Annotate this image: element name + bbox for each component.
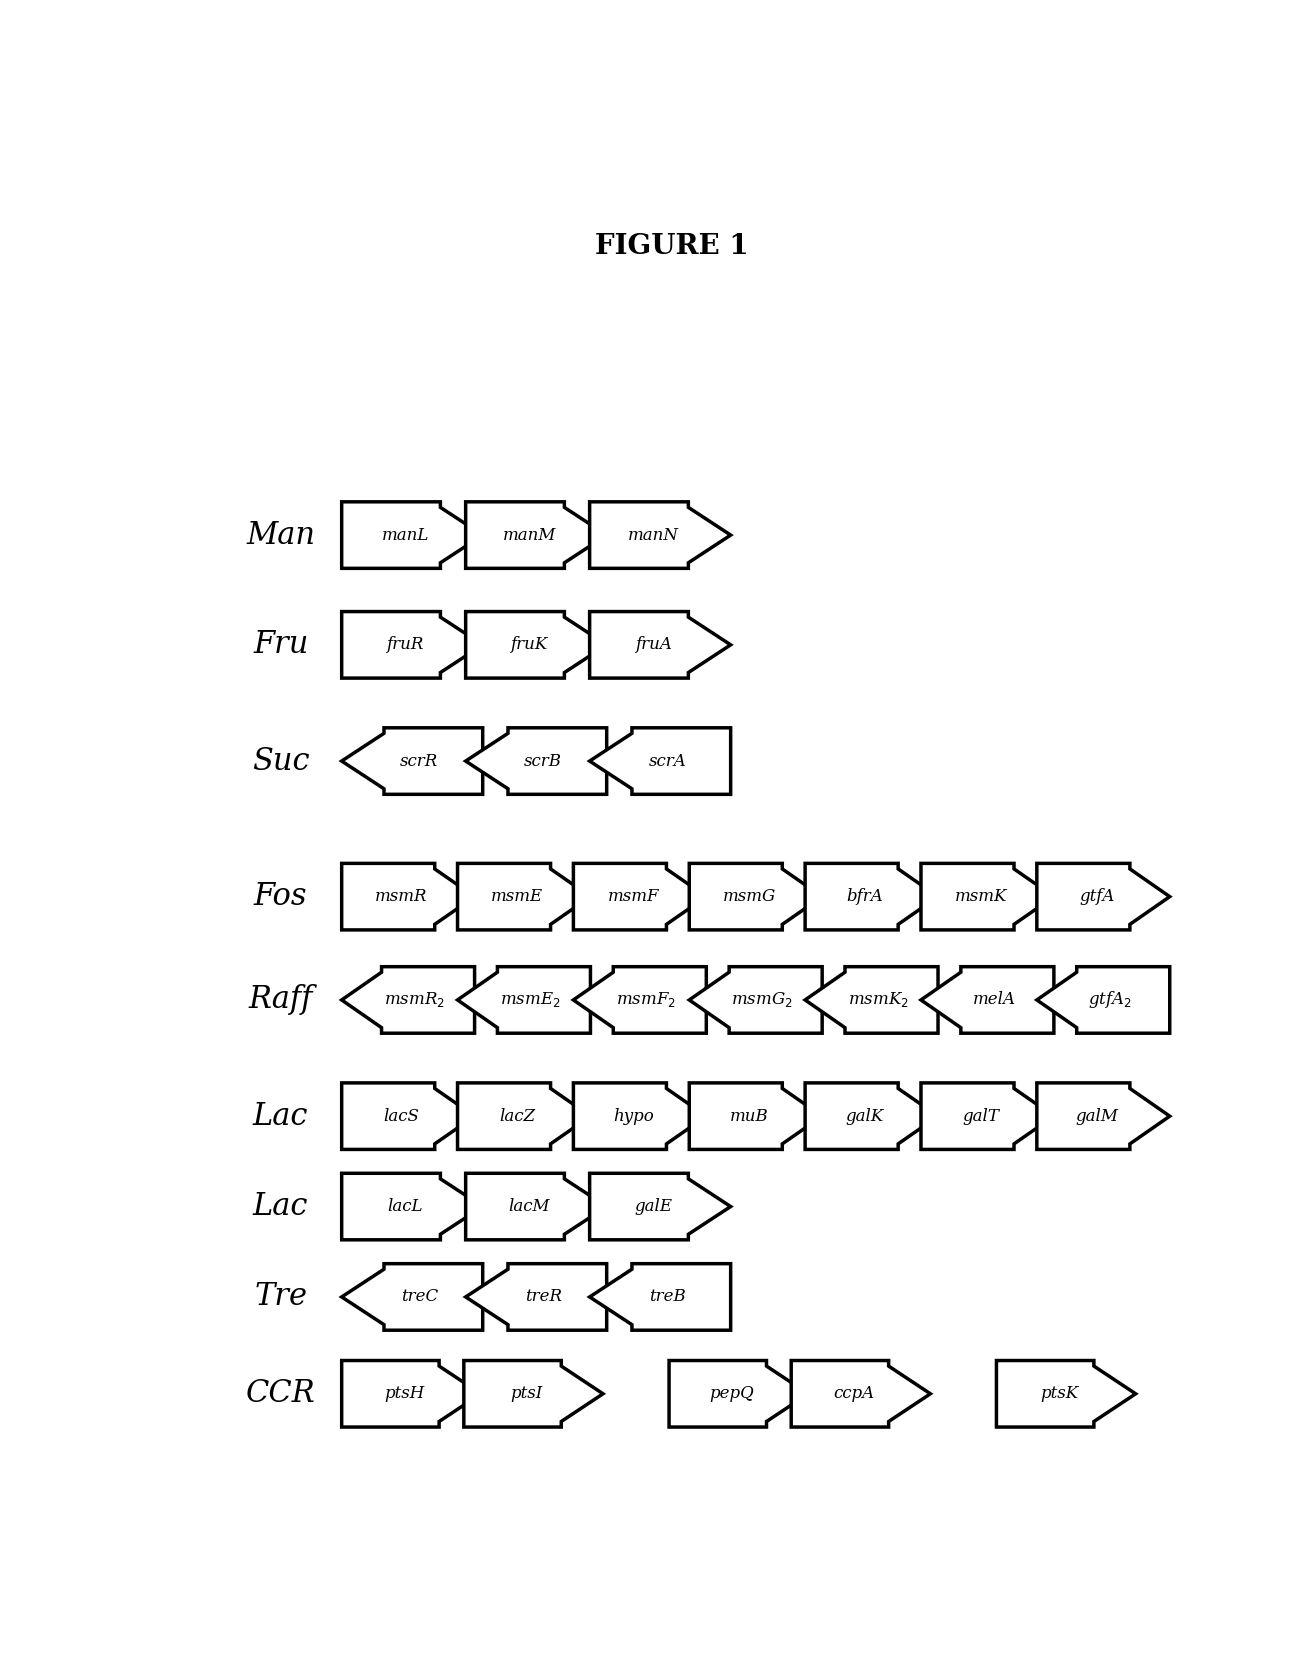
Text: manL: manL xyxy=(382,527,429,543)
Text: treC: treC xyxy=(401,1288,438,1305)
Text: Man: Man xyxy=(246,520,315,550)
Text: treB: treB xyxy=(649,1288,686,1305)
Polygon shape xyxy=(590,1174,730,1239)
Text: manN: manN xyxy=(628,527,679,543)
Polygon shape xyxy=(805,966,939,1033)
Polygon shape xyxy=(342,966,475,1033)
Text: ptsK: ptsK xyxy=(1040,1385,1078,1402)
Polygon shape xyxy=(590,728,730,795)
Polygon shape xyxy=(573,864,707,931)
Text: manM: manM xyxy=(502,527,556,543)
Text: msmK: msmK xyxy=(954,889,1007,906)
Polygon shape xyxy=(690,864,822,931)
Polygon shape xyxy=(465,728,607,795)
Polygon shape xyxy=(342,1083,475,1149)
Text: msmK$_2$: msmK$_2$ xyxy=(848,991,909,1010)
Text: Suc: Suc xyxy=(252,746,309,776)
Polygon shape xyxy=(342,864,475,931)
Text: fruR: fruR xyxy=(387,636,423,654)
Polygon shape xyxy=(465,612,607,678)
Text: bfrA: bfrA xyxy=(847,889,884,906)
Text: Lac: Lac xyxy=(253,1191,308,1223)
Polygon shape xyxy=(342,728,482,795)
Text: lacS: lacS xyxy=(384,1108,420,1125)
Polygon shape xyxy=(342,612,482,678)
Polygon shape xyxy=(465,1174,607,1239)
Polygon shape xyxy=(792,1360,931,1427)
Text: Tre: Tre xyxy=(254,1281,307,1313)
Polygon shape xyxy=(465,501,607,569)
Polygon shape xyxy=(690,1083,822,1149)
Polygon shape xyxy=(342,1264,482,1330)
Text: msmR$_2$: msmR$_2$ xyxy=(384,991,446,1010)
Text: msmG: msmG xyxy=(722,889,776,906)
Text: treR: treR xyxy=(524,1288,561,1305)
Polygon shape xyxy=(458,966,590,1033)
Polygon shape xyxy=(458,864,590,931)
Text: msmF: msmF xyxy=(607,889,659,906)
Polygon shape xyxy=(590,612,730,678)
Text: melA: melA xyxy=(973,991,1016,1008)
Polygon shape xyxy=(805,864,939,931)
Text: galK: galK xyxy=(846,1108,884,1125)
Polygon shape xyxy=(805,1083,939,1149)
Polygon shape xyxy=(1037,1083,1169,1149)
Text: msmE$_2$: msmE$_2$ xyxy=(501,991,561,1010)
Text: galM: galM xyxy=(1075,1108,1118,1125)
Polygon shape xyxy=(573,1083,707,1149)
Text: hypo: hypo xyxy=(612,1108,654,1125)
Polygon shape xyxy=(590,501,730,569)
Text: scrR: scrR xyxy=(400,753,438,770)
Polygon shape xyxy=(920,966,1054,1033)
Text: ptsI: ptsI xyxy=(510,1385,543,1402)
Polygon shape xyxy=(458,1083,590,1149)
Text: CCR: CCR xyxy=(246,1378,316,1409)
Text: gtfA$_2$: gtfA$_2$ xyxy=(1088,989,1131,1011)
Text: Raff: Raff xyxy=(249,984,313,1016)
Polygon shape xyxy=(1037,864,1169,931)
Polygon shape xyxy=(669,1360,809,1427)
Text: msmG$_2$: msmG$_2$ xyxy=(732,991,793,1010)
Text: msmR: msmR xyxy=(375,889,427,906)
Text: FIGURE 1: FIGURE 1 xyxy=(595,233,749,260)
Text: ccpA: ccpA xyxy=(834,1385,874,1402)
Text: msmF$_2$: msmF$_2$ xyxy=(616,991,676,1010)
Polygon shape xyxy=(573,966,707,1033)
Polygon shape xyxy=(690,966,822,1033)
Text: Fru: Fru xyxy=(253,629,308,661)
Polygon shape xyxy=(920,864,1054,931)
Text: lacL: lacL xyxy=(387,1197,423,1216)
Text: ptsH: ptsH xyxy=(384,1385,425,1402)
Text: scrA: scrA xyxy=(649,753,686,770)
Polygon shape xyxy=(342,501,482,569)
Text: Fos: Fos xyxy=(254,880,308,912)
Text: fruA: fruA xyxy=(635,636,671,654)
Polygon shape xyxy=(920,1083,1054,1149)
Polygon shape xyxy=(464,1360,603,1427)
Polygon shape xyxy=(590,1264,730,1330)
Polygon shape xyxy=(342,1360,481,1427)
Polygon shape xyxy=(465,1264,607,1330)
Text: gtfA: gtfA xyxy=(1079,889,1114,906)
Text: galE: galE xyxy=(635,1197,673,1216)
Text: lacM: lacM xyxy=(509,1197,549,1216)
Text: msmE: msmE xyxy=(492,889,543,906)
Text: scrB: scrB xyxy=(524,753,562,770)
Text: muB: muB xyxy=(730,1108,768,1125)
Text: fruK: fruK xyxy=(510,636,548,654)
Text: pepQ: pepQ xyxy=(709,1385,754,1402)
Polygon shape xyxy=(342,1174,482,1239)
Text: lacZ: lacZ xyxy=(499,1108,535,1125)
Text: galT: galT xyxy=(962,1108,999,1125)
Polygon shape xyxy=(996,1360,1135,1427)
Text: Lac: Lac xyxy=(253,1100,308,1132)
Polygon shape xyxy=(1037,966,1169,1033)
